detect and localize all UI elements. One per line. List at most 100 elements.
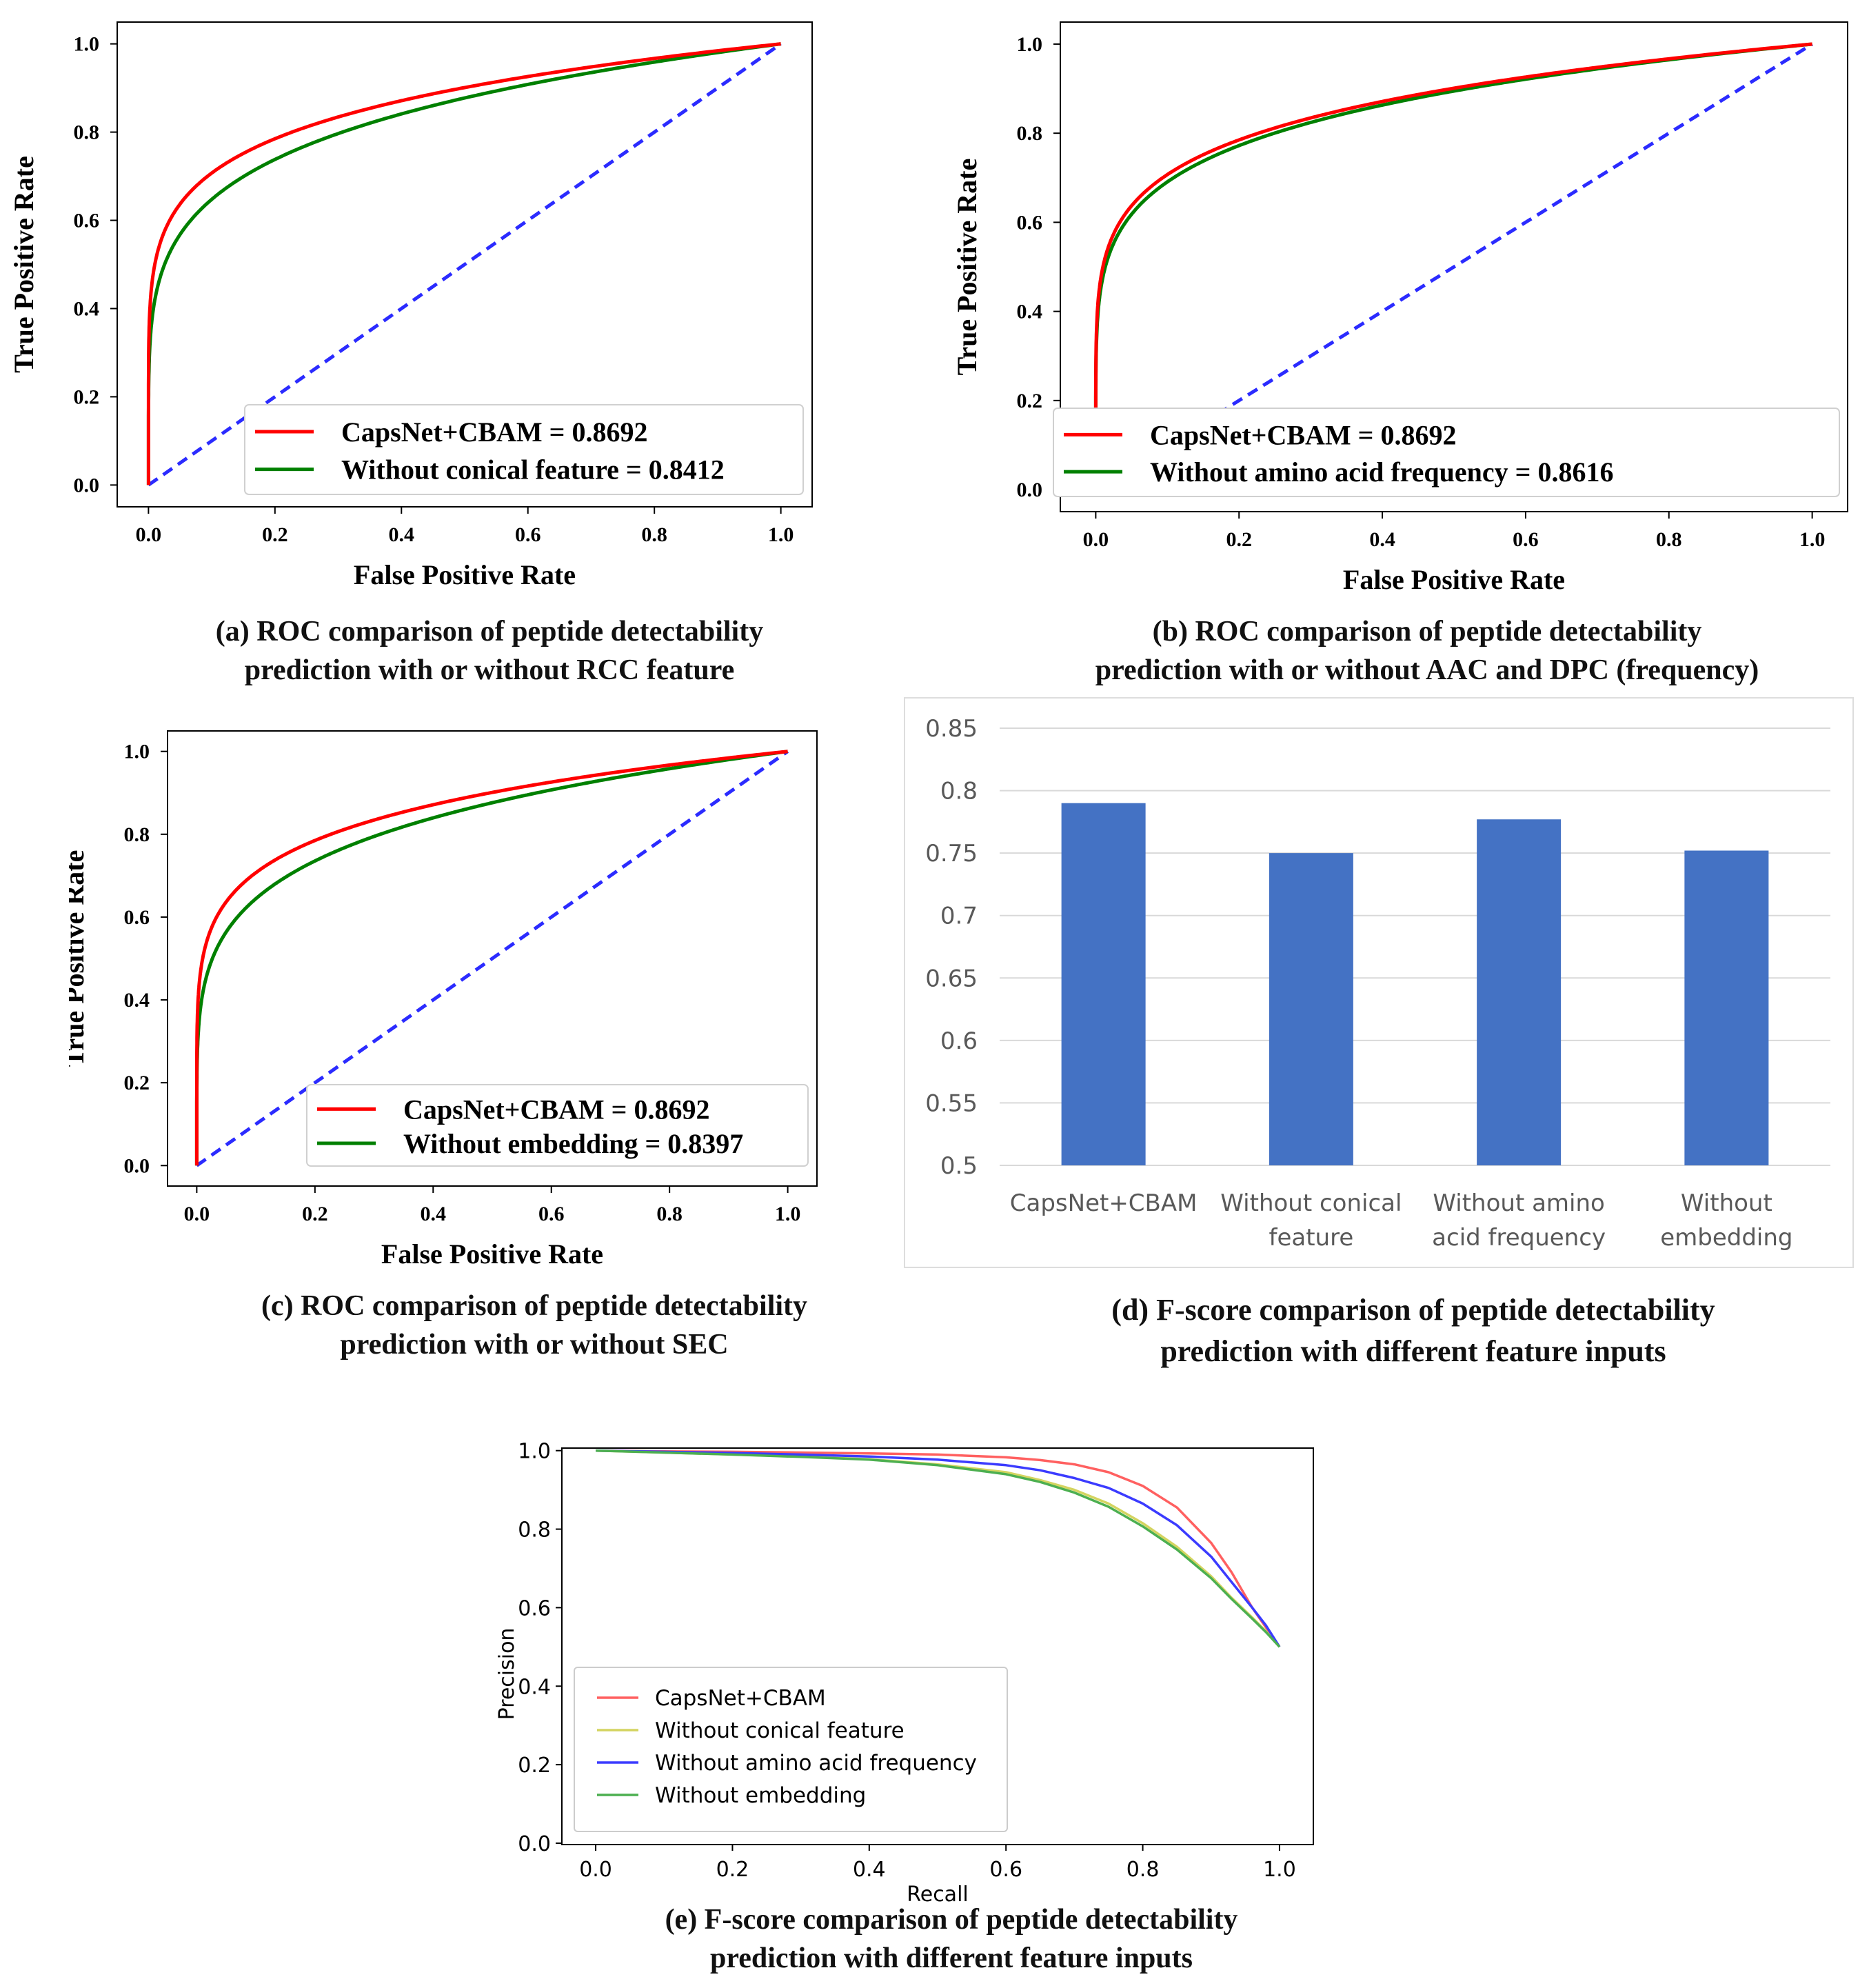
chart-a-x-tick-label: 0.8 xyxy=(641,523,667,546)
caption-b-line2: prediction with or without AAC and DPC (… xyxy=(986,651,1868,690)
chart-a-legend-label: Without conical feature = 0.8412 xyxy=(341,454,725,485)
caption-b-line1: (b) ROC comparison of peptide detectabil… xyxy=(986,612,1868,651)
chart-a-x-tick-label: 0.6 xyxy=(515,523,541,546)
fscore-bar-chart-d: 0.85 0.8 0.75 0.7 0.65 0.6 0.55 0.5 CapsNet+CBAM… xyxy=(903,696,1855,1269)
chart-d-y-tick-label: 0.55 xyxy=(925,1090,978,1117)
chart-e-legend-label: CapsNet+CBAM xyxy=(655,1686,826,1711)
chart-a-x-tick-label: 0.0 xyxy=(136,523,162,546)
chart-c-y-tick-label: 0.8 xyxy=(124,823,150,846)
caption-d-line1: (d) F-score comparison of peptide detect… xyxy=(972,1289,1855,1331)
chart-a-y-tick-label: 1.0 xyxy=(74,33,100,56)
caption-c: (c) ROC comparison of peptide detectabil… xyxy=(138,1287,931,1364)
chart-d-x-tick-label: Without xyxy=(1681,1189,1772,1217)
chart-a-y-tick-label: 0.8 xyxy=(74,121,100,144)
chart-b-y-tick-label: 0.2 xyxy=(1017,390,1043,412)
chart-b-y-tick-label: 0.0 xyxy=(1017,479,1043,501)
chart-d-bar xyxy=(1269,853,1353,1165)
caption-d-line2: prediction with different feature inputs xyxy=(972,1331,1855,1372)
chart-b-y-tick-label: 0.8 xyxy=(1017,122,1043,145)
chart-e-x-tick-label: 0.0 xyxy=(579,1858,612,1882)
chart-e-legend-label: Without amino acid frequency xyxy=(655,1751,977,1776)
chart-c-x-tick-label: 0.4 xyxy=(421,1203,447,1225)
chart-d-x-tick-label: embedding xyxy=(1660,1224,1792,1252)
chart-e-legend-label: Without embedding xyxy=(655,1783,866,1808)
caption-a-line1: (a) ROC comparison of peptide detectabil… xyxy=(110,612,869,651)
chart-d-x-tick-label: Without conical xyxy=(1220,1189,1402,1217)
chart-e-x-tick-label: 0.6 xyxy=(989,1858,1022,1882)
chart-a-x-tick-label: 0.2 xyxy=(262,523,288,546)
chart-e-legend: CapsNet+CBAM Without conical feature Witho… xyxy=(574,1667,1007,1831)
chart-a-y-axis-label: True Positive Rate xyxy=(8,156,39,373)
chart-a-legend: CapsNet+CBAM = 0.8692 Without conical fea… xyxy=(245,405,803,494)
chart-a-y-tick-label: 0.4 xyxy=(74,297,100,320)
caption-e: (e) F-score comparison of peptide detect… xyxy=(524,1900,1379,1978)
precision-recall-chart-e: 0.0 0.2 0.4 0.6 0.8 1.0 0.0 0.2 0.4 0.6 0.8 1.0 Reca… xyxy=(483,1434,1337,1903)
chart-c-x-tick-label: 0.8 xyxy=(656,1203,683,1225)
chart-b-y-axis-label: True Positive Rate xyxy=(951,159,982,376)
chart-e-y-tick-label: 0.8 xyxy=(518,1518,551,1543)
chart-c-x-axis-label: False Positive Rate xyxy=(381,1238,603,1269)
caption-a-line2: prediction with or without RCC feature xyxy=(110,651,869,690)
chart-c-x-tick-label: 1.0 xyxy=(775,1203,801,1225)
chart-d-y-tick-label: 0.6 xyxy=(940,1027,978,1055)
chart-d-x-tick-label: CapsNet+CBAM xyxy=(1010,1189,1198,1217)
chart-a-x-tick-label: 1.0 xyxy=(768,523,794,546)
chart-e-x-tick-label: 1.0 xyxy=(1263,1858,1296,1882)
chart-e-y-tick-label: 0.4 xyxy=(518,1675,551,1699)
chart-b-y-tick-label: 0.4 xyxy=(1017,301,1043,323)
chart-e-y-tick-label: 0.2 xyxy=(518,1754,551,1778)
chart-c-x-tick-label: 0.0 xyxy=(184,1203,210,1225)
chart-e-x-tick-label: 0.8 xyxy=(1127,1858,1160,1882)
chart-d-x-tick-label: Without amino xyxy=(1433,1189,1604,1217)
chart-b-y-tick-label: 0.6 xyxy=(1017,211,1043,234)
caption-d: (d) F-score comparison of peptide detect… xyxy=(972,1289,1855,1372)
chart-c-y-tick-label: 0.0 xyxy=(124,1154,150,1177)
chart-d-y-tick-label: 0.75 xyxy=(925,840,978,867)
chart-d-y-tick-label: 0.7 xyxy=(940,903,978,930)
caption-c-line2: prediction with or without SEC xyxy=(138,1325,931,1364)
chart-a-x-axis-label: False Positive Rate xyxy=(354,559,576,590)
caption-c-line1: (c) ROC comparison of peptide detectabil… xyxy=(138,1287,931,1325)
chart-c-legend-label: Without embedding = 0.8397 xyxy=(403,1128,743,1159)
chart-b-x-tick-label: 0.4 xyxy=(1369,528,1395,551)
roc-chart-b: 0.0 0.2 0.4 0.6 0.8 1.0 0.0 0.2 0.4 0.6 0.8 1.0 Fals… xyxy=(938,0,1868,621)
caption-e-line2: prediction with different feature inputs xyxy=(524,1939,1379,1978)
chart-b-y-tick-label: 1.0 xyxy=(1017,33,1043,56)
chart-b-x-tick-label: 1.0 xyxy=(1799,528,1826,551)
caption-a: (a) ROC comparison of peptide detectabil… xyxy=(110,612,869,690)
chart-a-y-tick-label: 0.2 xyxy=(74,385,100,408)
chart-b-x-axis-label: False Positive Rate xyxy=(1343,564,1565,595)
chart-c-y-tick-label: 0.4 xyxy=(124,989,150,1012)
chart-a-y-tick-label: 0.6 xyxy=(74,210,100,232)
chart-d-bar xyxy=(1477,819,1561,1165)
chart-d-bar xyxy=(1684,851,1768,1165)
chart-d-y-tick-label: 0.5 xyxy=(940,1152,978,1180)
chart-e-y-tick-label: 0.6 xyxy=(518,1596,551,1620)
chart-b-x-tick-label: 0.8 xyxy=(1656,528,1682,551)
chart-d-bar xyxy=(1062,803,1146,1165)
chart-b-legend-label: Without amino acid frequency = 0.8616 xyxy=(1150,456,1613,488)
chart-d-y-tick-label: 0.65 xyxy=(925,965,978,992)
chart-a-x-tick-label: 0.4 xyxy=(389,523,415,546)
chart-e-legend-label: Without conical feature xyxy=(655,1718,905,1743)
roc-chart-c: 0.0 0.2 0.4 0.6 0.8 1.0 0.0 0.2 0.4 0.6 0.8 1.0 Fals… xyxy=(69,710,862,1303)
chart-e-y-tick-label: 1.0 xyxy=(518,1440,551,1464)
chart-e-x-tick-label: 0.4 xyxy=(853,1858,886,1882)
chart-b-x-tick-label: 0.6 xyxy=(1513,528,1539,551)
chart-b-x-tick-label: 0.2 xyxy=(1226,528,1252,551)
chart-a-legend-label: CapsNet+CBAM = 0.8692 xyxy=(341,416,647,448)
chart-c-x-tick-label: 0.6 xyxy=(538,1203,565,1225)
chart-e-y-tick-label: 0.0 xyxy=(518,1832,551,1856)
chart-c-x-tick-label: 0.2 xyxy=(302,1203,328,1225)
chart-c-y-tick-label: 1.0 xyxy=(124,741,150,763)
chart-c-legend-label: CapsNet+CBAM = 0.8692 xyxy=(403,1094,709,1125)
chart-a-y-tick-label: 0.0 xyxy=(74,474,100,496)
chart-d-x-tick-label: feature xyxy=(1269,1224,1353,1252)
chart-c-y-axis-label: True Positive Rate xyxy=(69,850,90,1067)
chart-c-y-tick-label: 0.2 xyxy=(124,1072,150,1094)
chart-d-y-tick-label: 0.85 xyxy=(925,715,978,743)
chart-d-x-tick-label: acid frequency xyxy=(1432,1224,1606,1252)
chart-b-legend: CapsNet+CBAM = 0.8692 Without amino acid … xyxy=(1053,408,1839,496)
chart-e-x-tick-label: 0.2 xyxy=(716,1858,749,1882)
